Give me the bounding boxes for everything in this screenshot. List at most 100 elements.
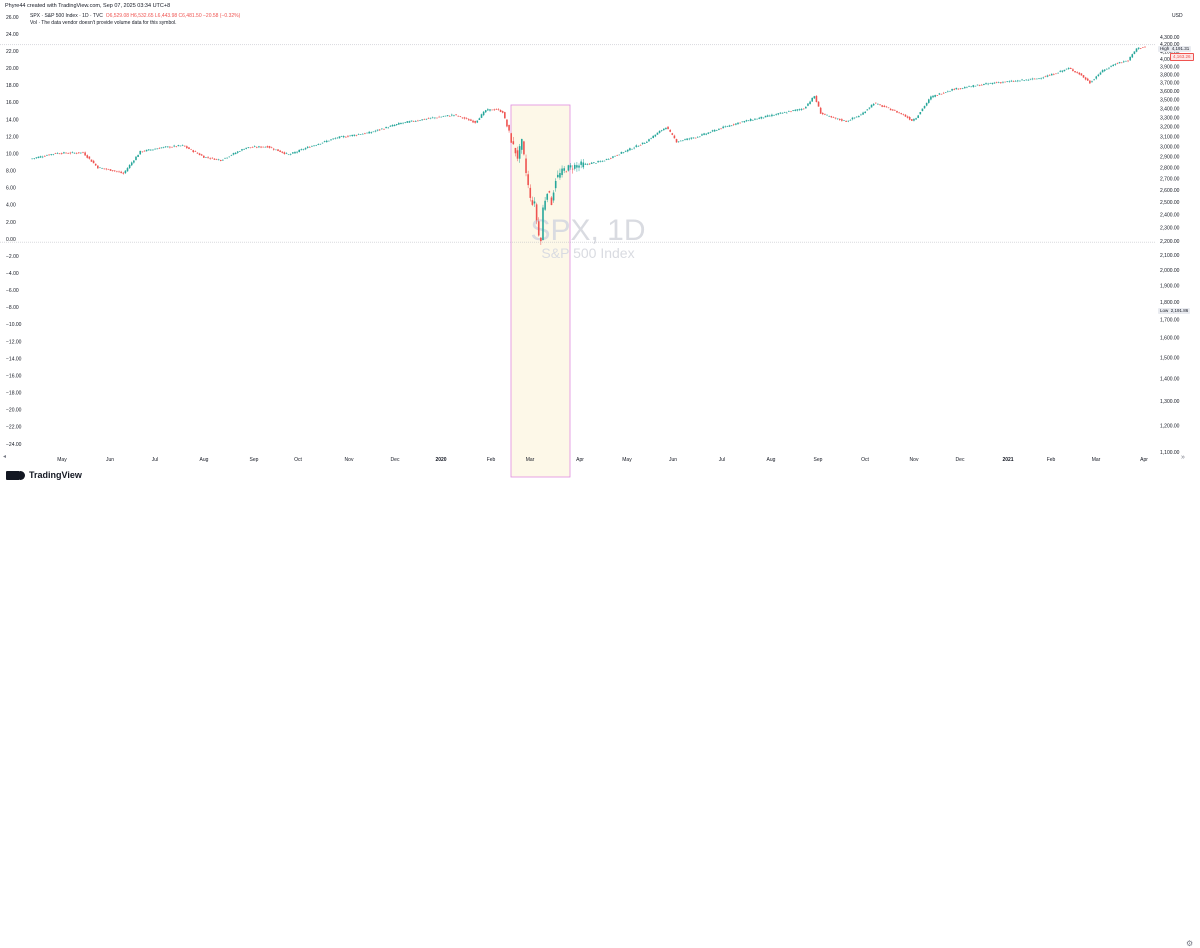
candle-body <box>573 164 576 169</box>
candle-body <box>357 134 360 135</box>
candle-body <box>1048 75 1051 76</box>
candle <box>442 115 445 117</box>
candle <box>790 111 792 113</box>
candle <box>243 148 245 150</box>
candle-body <box>1023 80 1025 81</box>
candle-body <box>203 155 205 158</box>
candle-body <box>1116 63 1119 64</box>
candle <box>1133 51 1136 55</box>
candle <box>289 153 292 156</box>
candle <box>624 150 627 153</box>
candle <box>802 108 805 110</box>
candle <box>552 190 555 203</box>
candle-body <box>709 132 712 133</box>
candle <box>345 136 347 138</box>
time-axis-tick: Jul <box>152 457 158 463</box>
candle <box>160 147 163 149</box>
candle <box>1042 76 1045 80</box>
candle-body <box>894 110 896 111</box>
candle-body <box>739 122 741 124</box>
gear-icon[interactable]: ⚙ <box>1186 939 1194 948</box>
candle-body <box>705 133 708 135</box>
legend-row-symbol[interactable]: SPX · S&P 500 Index · 1D · TVC O6,529.08… <box>30 13 240 20</box>
candle-body <box>964 87 966 89</box>
right-axis-tick: 4,200.00 <box>1160 42 1180 48</box>
candle <box>684 138 686 141</box>
candle <box>470 118 472 121</box>
candle <box>169 146 171 149</box>
candle <box>1014 80 1017 82</box>
candle <box>374 129 377 133</box>
candle <box>209 157 211 160</box>
candle-body <box>959 88 962 89</box>
candle <box>785 111 788 114</box>
candle <box>957 88 960 90</box>
candle-body <box>493 109 496 111</box>
candle <box>709 131 712 134</box>
candlestick-chart[interactable]: SPX, 1DS&P 500 Index 26.00 24.00 22.00 20.0… <box>0 0 1200 487</box>
candle-body <box>754 118 756 120</box>
candle-body <box>913 119 915 121</box>
tradingview-logo[interactable]: TradingView <box>6 470 82 480</box>
candle <box>699 136 701 138</box>
candle <box>794 109 797 112</box>
candle <box>249 147 252 149</box>
time-axis-tick: Sep <box>250 457 259 463</box>
candle <box>190 148 192 150</box>
candle <box>883 104 886 108</box>
candle <box>576 161 578 172</box>
candle <box>580 159 582 169</box>
candle-body <box>788 111 790 112</box>
candle <box>1033 78 1036 80</box>
candle-body <box>31 158 33 160</box>
candle <box>60 152 63 155</box>
currency-label[interactable]: USD <box>1170 13 1185 19</box>
chevron-right-icon[interactable]: » <box>1181 454 1185 461</box>
candle <box>1114 63 1117 66</box>
candle-body <box>874 102 877 104</box>
candle <box>264 146 267 148</box>
candle-body <box>565 171 568 173</box>
candle-body <box>817 101 820 107</box>
candle <box>548 190 551 194</box>
candle-body <box>400 122 402 125</box>
candle <box>701 133 703 136</box>
candle <box>459 116 462 118</box>
legend-symbol[interactable]: SPX · S&P 500 Index · 1D · TVC <box>30 13 103 19</box>
date-range-highlight <box>510 104 571 478</box>
candle-body <box>181 144 184 146</box>
candle <box>423 118 426 120</box>
candle-body <box>554 180 557 189</box>
candle <box>419 120 421 122</box>
candle <box>641 142 644 145</box>
candle-body <box>535 204 538 221</box>
candle <box>597 160 599 163</box>
candle <box>561 165 563 178</box>
candle-body <box>395 124 398 126</box>
left-axis-tick: 10.00 <box>6 151 19 157</box>
candle <box>1000 81 1002 85</box>
candle-body <box>692 137 695 139</box>
candle-body <box>696 136 699 138</box>
candle-body <box>527 174 529 186</box>
candle-body <box>412 121 415 122</box>
candle-body <box>39 156 42 158</box>
candle-body <box>63 152 65 154</box>
candle <box>412 120 415 122</box>
candle-body <box>1012 81 1015 83</box>
candle-body <box>631 148 633 150</box>
time-axis-tick: Jun <box>106 457 114 463</box>
candle-body <box>726 126 729 128</box>
candle-body <box>1014 80 1017 82</box>
scroll-left-icon[interactable]: ◂ <box>3 454 7 460</box>
chart-area[interactable]: SPX, 1D S&P 500 Index 26.00 24.00 22.00 20.0… <box>0 0 1200 487</box>
footer-bar: TradingView ⚙ <box>0 467 1200 948</box>
candle-body <box>1127 60 1129 62</box>
right-axis-tick: 2,100.00 <box>1160 253 1180 259</box>
candle <box>1057 72 1059 74</box>
candle-body <box>232 153 235 155</box>
candle-body <box>105 168 108 170</box>
candle <box>1048 74 1051 76</box>
candle <box>1076 71 1078 74</box>
candle <box>792 110 794 112</box>
